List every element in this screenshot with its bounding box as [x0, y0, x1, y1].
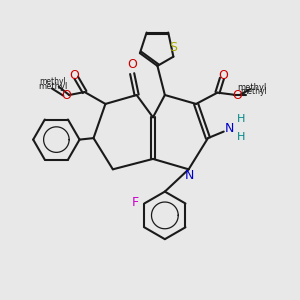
- Text: O: O: [69, 69, 79, 82]
- Text: N: N: [184, 169, 194, 182]
- Text: methyl: methyl: [237, 83, 266, 92]
- Text: methyl: methyl: [39, 77, 66, 86]
- Text: O: O: [232, 88, 242, 101]
- Text: O: O: [61, 89, 71, 102]
- Text: O: O: [127, 58, 137, 70]
- Text: methyl: methyl: [240, 87, 267, 96]
- Text: S: S: [169, 41, 177, 54]
- Text: F: F: [132, 196, 139, 208]
- Text: methyl: methyl: [39, 82, 68, 91]
- Text: H: H: [237, 114, 245, 124]
- Text: O: O: [218, 69, 228, 82]
- Text: H: H: [237, 132, 245, 142]
- Text: N: N: [225, 122, 234, 134]
